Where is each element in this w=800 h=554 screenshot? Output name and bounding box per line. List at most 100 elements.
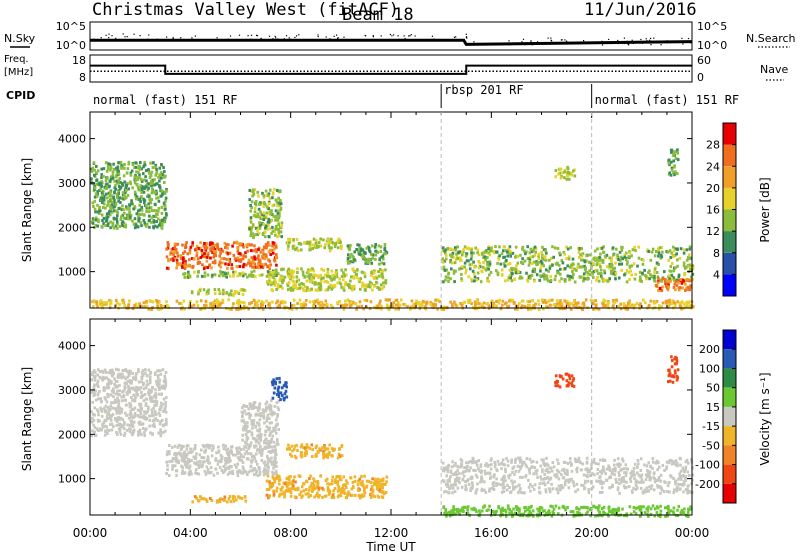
colorbar-tick-label: 16 [706,204,720,217]
heatmap-cell [219,460,223,464]
heatmap-cell [108,210,111,214]
heatmap-cell [183,272,187,276]
heatmap-cell [136,185,140,189]
heatmap-cell [128,207,131,210]
heatmap-cell [129,423,132,427]
heatmap-cell [119,160,123,164]
heatmap-cell [206,253,210,257]
heatmap-cell [224,444,227,448]
heatmap-cell [468,267,472,271]
heatmap-cell [330,287,333,291]
heatmap-cell [142,399,146,403]
heatmap-cell [258,467,261,471]
heatmap-cell [172,258,175,262]
heatmap-cell [670,160,673,164]
heatmap-cell [336,475,339,479]
heatmap-cell [679,301,683,305]
heatmap-cell [673,173,676,177]
noise-point [626,40,628,42]
noise-point [653,37,655,39]
heatmap-cell [243,426,246,430]
freq-right-tick: 0 [697,71,704,84]
heatmap-cell [326,274,329,278]
heatmap-cell [441,246,445,250]
heatmap-cell [220,457,223,461]
heatmap-cell [226,460,230,464]
heatmap-cell [672,269,676,273]
heatmap-cell [138,213,141,216]
heatmap-cell [251,232,255,236]
heatmap-cell [687,301,690,305]
heatmap-cell [619,258,622,262]
heatmap-cell [270,273,273,277]
heatmap-cell [176,263,179,267]
heatmap-cell [116,406,119,410]
heatmap-cell [614,261,617,265]
heatmap-cell [120,399,124,403]
heatmap-cell [556,299,559,303]
heatmap-cell [154,394,158,398]
heatmap-cell [137,170,140,174]
heatmap-cell [674,304,677,308]
heatmap-cell [312,276,315,280]
noise-point [317,36,319,38]
heatmap-cell [644,301,647,305]
heatmap-cell [668,249,672,253]
heatmap-cell [203,303,206,307]
heatmap-cell [259,250,263,254]
heatmap-cell [128,369,131,373]
heatmap-cell [282,301,285,305]
heatmap-cell [209,249,212,253]
heatmap-cell [96,305,99,309]
heatmap-cell [569,171,573,175]
heatmap-cell [325,279,328,283]
noise-point [397,35,399,37]
heatmap-cell [98,389,101,393]
heatmap-cell [463,300,466,304]
heatmap-cell [260,300,264,304]
heatmap-cell [241,274,245,278]
heatmap-cell [276,204,279,208]
heatmap-cell [253,445,257,449]
heatmap-cell [352,485,355,489]
heatmap-cell [165,453,169,457]
heatmap-cell [654,284,658,287]
heatmap-cell [200,497,203,501]
noise-point [621,41,623,43]
heatmap-cell [107,417,110,420]
noise-point [391,35,393,37]
heatmap-cell [92,205,95,208]
heatmap-cell [177,461,180,465]
heatmap-cell [183,275,187,279]
heatmap-cell [267,496,270,500]
heatmap-cell [229,459,232,463]
heatmap-cell [279,275,282,279]
heatmap-cell [188,258,191,262]
heatmap-cell [255,444,258,448]
heatmap-cell [585,254,588,258]
heatmap-cell [115,226,119,230]
heatmap-cell [100,302,103,306]
heatmap-cell [239,453,243,457]
heatmap-cell [139,402,143,406]
heatmap-cell [275,200,279,204]
heatmap-cell [255,250,258,254]
heatmap-cell [247,242,250,246]
heatmap-cell [565,177,569,181]
heatmap-cell [210,275,214,279]
heatmap-cell [100,428,103,432]
heatmap-cell [156,374,160,378]
heatmap-cell [643,268,646,272]
heatmap-cell [495,269,498,273]
heatmap-cell [149,395,152,399]
heatmap-cell [277,196,280,200]
heatmap-cell [525,250,528,254]
heatmap-cell [151,300,155,304]
heatmap-cell [206,266,210,269]
heatmap-cell [210,454,214,458]
heatmap-cell [218,466,222,469]
noise-point [431,38,433,40]
heatmap-cell [255,470,258,474]
heatmap-cell [270,283,273,287]
heatmap-cell [118,417,121,421]
